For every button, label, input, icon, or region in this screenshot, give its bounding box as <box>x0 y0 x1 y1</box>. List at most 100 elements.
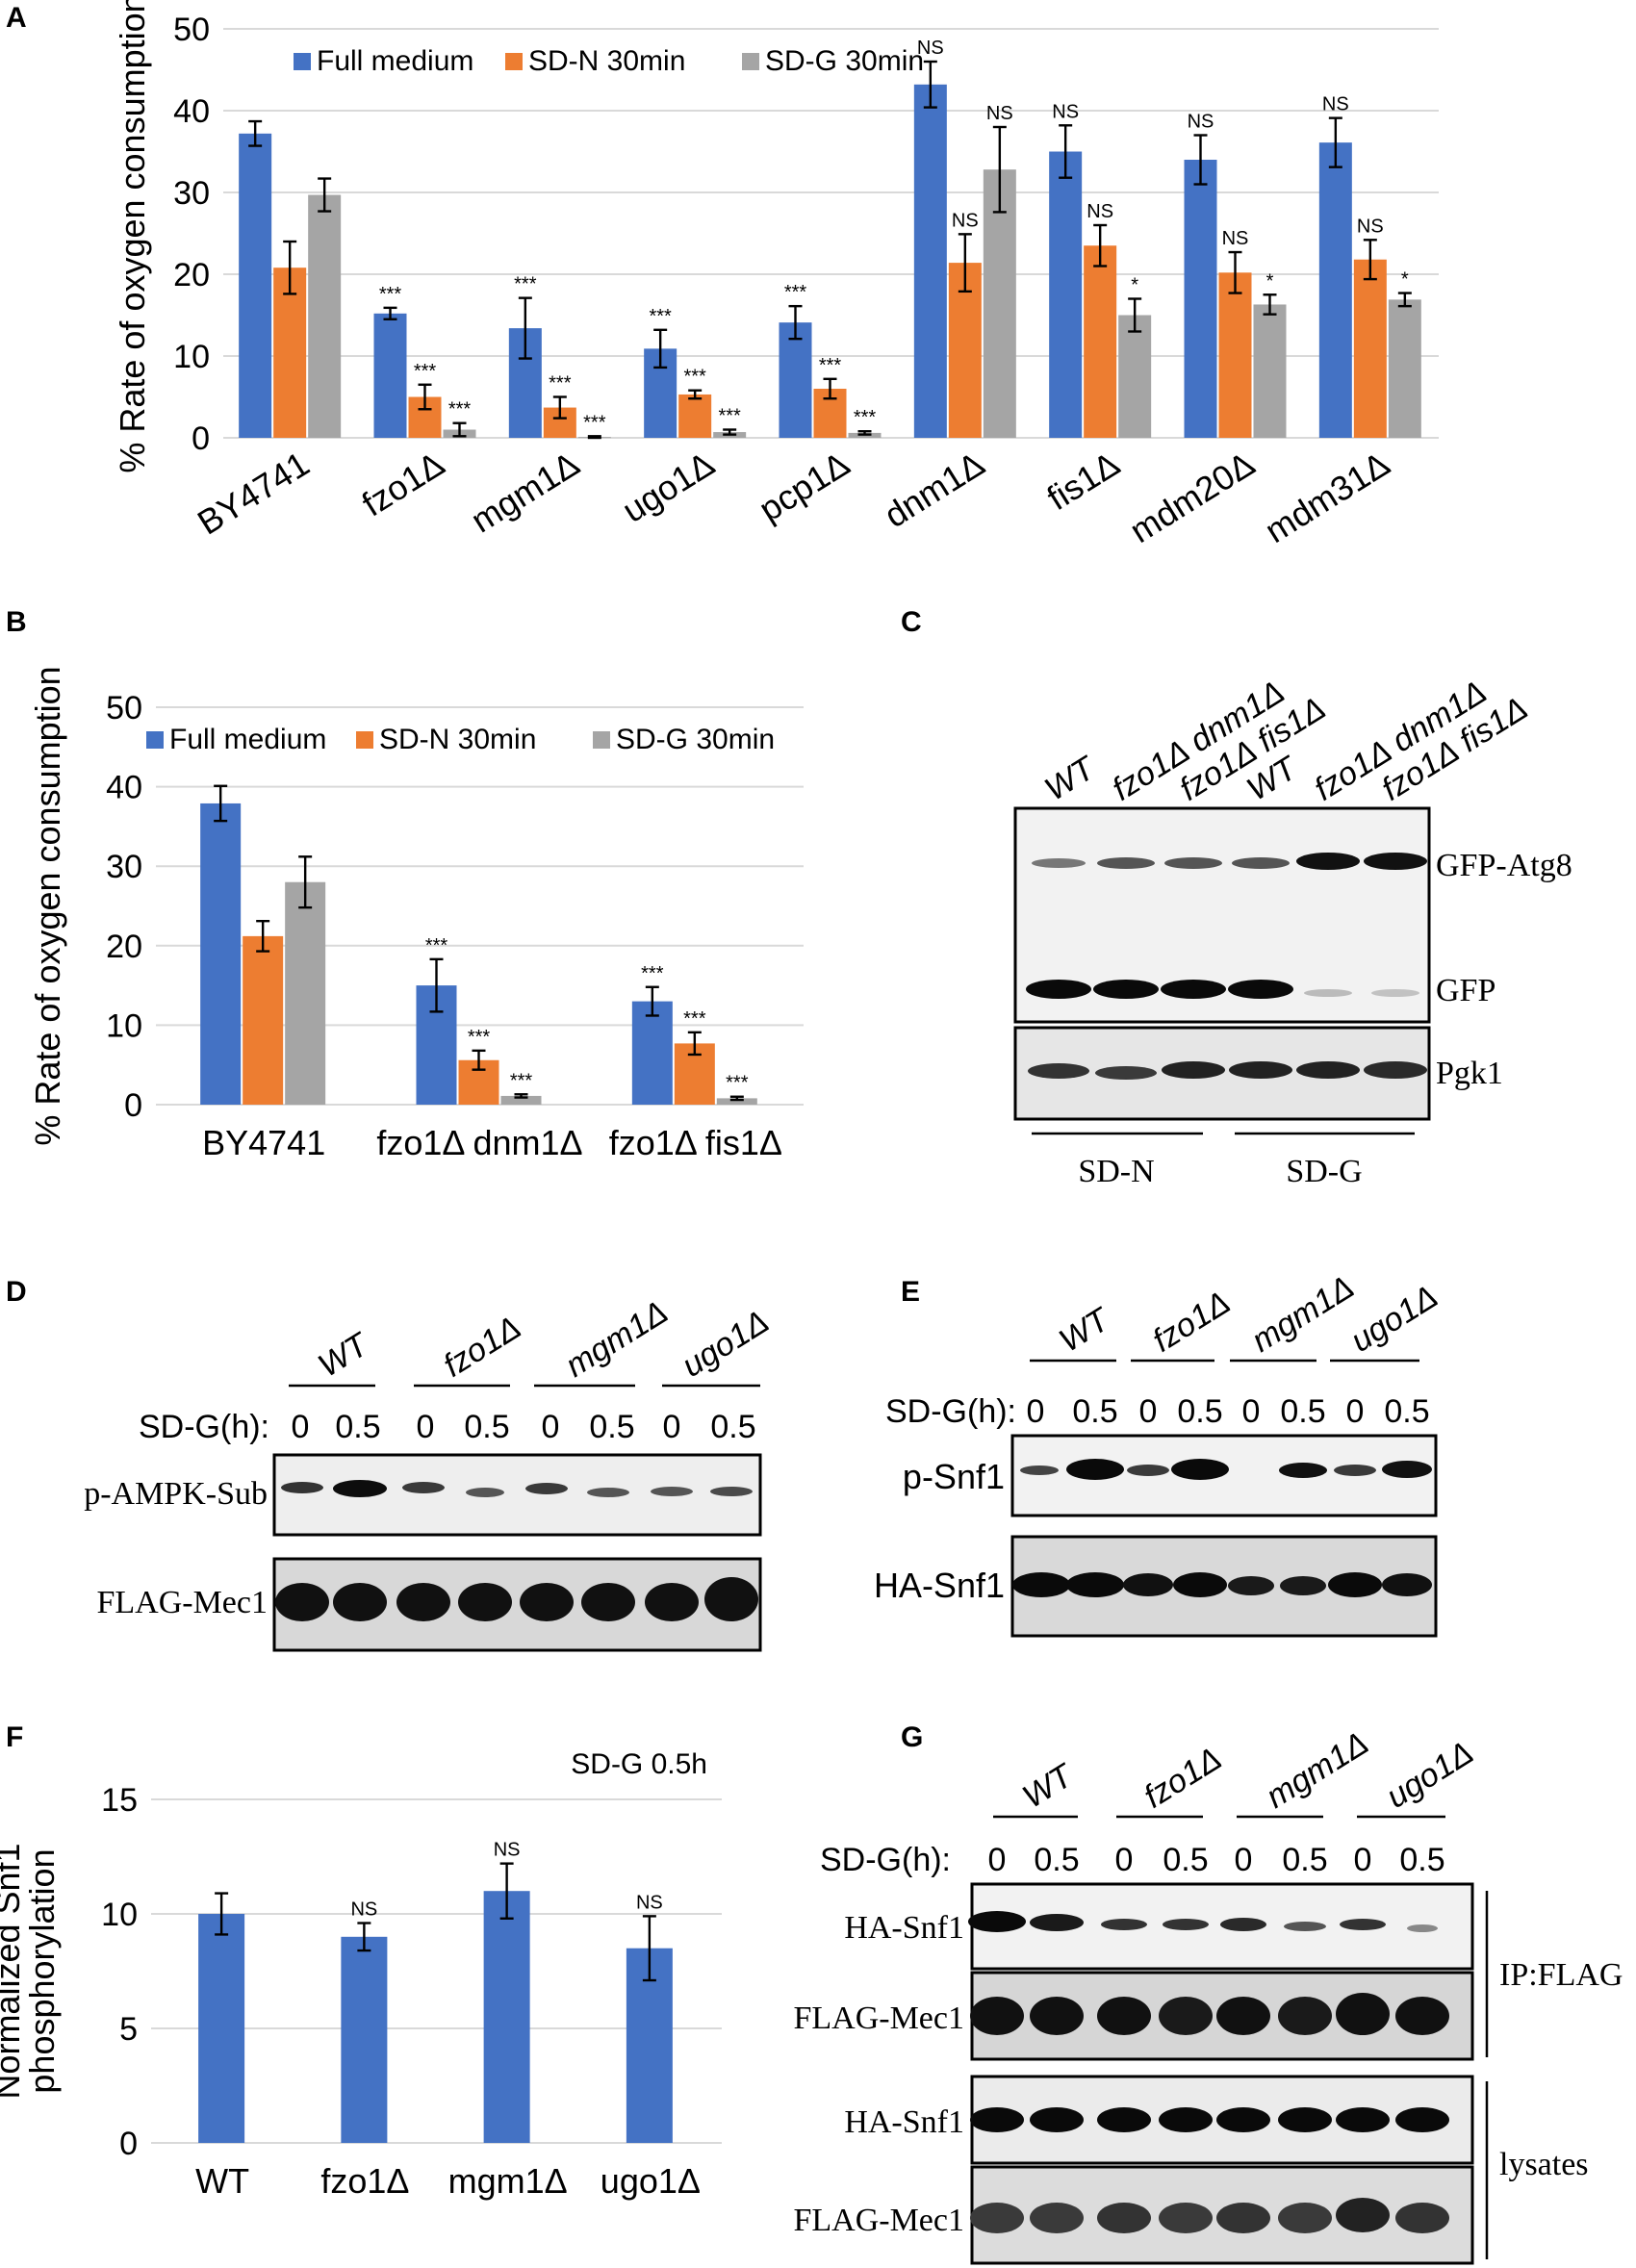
band <box>1278 2203 1332 2233</box>
y-tick-label: 0 <box>124 1087 142 1124</box>
panel-label-a: A <box>6 2 27 34</box>
band <box>1228 980 1293 999</box>
bar <box>341 1936 388 2143</box>
band <box>1278 2107 1332 2132</box>
band <box>1395 2107 1449 2132</box>
significance-label: NS <box>636 1892 663 1913</box>
y-tick-label: 5 <box>119 2011 138 2048</box>
legend-label: SD-G 30min <box>765 45 924 77</box>
time-label: 0.5 <box>335 1409 380 1445</box>
category-label: mdm31Δ <box>1258 444 1396 550</box>
band <box>1336 2198 1390 2232</box>
y-tick-label: 10 <box>101 1897 138 1933</box>
bar <box>308 194 342 438</box>
band <box>1279 1463 1327 1478</box>
legend-swatch <box>146 731 164 749</box>
band <box>333 1480 387 1497</box>
band <box>1340 1919 1386 1930</box>
significance-label: NS <box>952 210 979 231</box>
time-label: 0.5 <box>1163 1842 1208 1878</box>
bar <box>1049 151 1083 438</box>
bar <box>716 1098 757 1105</box>
category-label: fzo1Δ fis1Δ <box>609 1123 782 1162</box>
time-label: 0 <box>1115 1842 1134 1878</box>
band <box>1334 1465 1376 1476</box>
band <box>1030 2107 1084 2132</box>
legend-swatch <box>356 731 373 749</box>
bar <box>198 1914 245 2143</box>
band-label: Pgk1 <box>1436 1056 1503 1091</box>
significance-label: *** <box>425 935 448 956</box>
significance-label: *** <box>468 1027 491 1048</box>
group-label: WT <box>1053 1300 1117 1359</box>
panel-label-c: C <box>901 606 922 638</box>
legend-swatch <box>593 731 610 749</box>
band <box>402 1482 445 1493</box>
band <box>1030 2203 1084 2233</box>
time-label: 0 <box>1354 1842 1372 1878</box>
band <box>1164 857 1222 869</box>
time-label: 0 <box>417 1409 435 1445</box>
time-label: 0.5 <box>1034 1842 1079 1878</box>
band <box>1097 1997 1151 2035</box>
band <box>581 1583 635 1621</box>
significance-label: *** <box>448 399 472 420</box>
chart-annotation: SD-G 0.5h <box>571 1748 707 1780</box>
band <box>968 1911 1026 1932</box>
bar <box>1184 160 1217 438</box>
significance-label: *** <box>583 412 606 433</box>
group-label: ugo1Δ <box>676 1303 776 1384</box>
time-label: 0.5 <box>1177 1393 1222 1430</box>
significance-label: NS <box>494 1840 521 1861</box>
band <box>1097 2107 1151 2132</box>
condition-label: SD-N <box>1078 1154 1154 1189</box>
bar <box>631 1001 673 1105</box>
significance-label: *** <box>379 284 402 305</box>
time-label: 0.5 <box>1072 1393 1117 1430</box>
time-label: 0.5 <box>464 1409 509 1445</box>
band-label: FLAG-Mec1 <box>96 1585 268 1620</box>
group-label: mgm1Δ <box>1245 1268 1361 1359</box>
band <box>275 1583 329 1621</box>
band <box>1278 1997 1332 2035</box>
band-label: GFP <box>1436 973 1495 1008</box>
band <box>1101 1919 1147 1930</box>
group-label: fzo1Δ <box>437 1309 527 1384</box>
significance-label: *** <box>683 367 706 388</box>
band <box>1093 980 1159 999</box>
category-label: mdm20Δ <box>1123 444 1262 550</box>
band <box>525 1483 568 1494</box>
bracket-label: lysates <box>1499 2147 1589 2182</box>
y-tick-label: 20 <box>106 929 142 965</box>
band-label: p-Snf1 <box>903 1457 1005 1496</box>
band <box>1395 2203 1449 2233</box>
significance-label: NS <box>1188 112 1214 133</box>
legend-label: SD-G 30min <box>616 724 775 755</box>
condition-label: SD-G <box>1286 1154 1362 1189</box>
chart-a: 0 10 20 30 40 50 % Rate of oxygen consumption B… <box>113 0 1439 550</box>
band <box>1026 980 1091 999</box>
time-label: 0 <box>292 1409 310 1445</box>
legend-label: SD-N 30min <box>379 724 536 755</box>
significance-label: *** <box>718 406 741 427</box>
category-label: fis1Δ <box>1040 444 1127 518</box>
band-label: FLAG-Mec1 <box>793 2000 964 2036</box>
y-tick-label: 20 <box>173 257 210 293</box>
y-tick-label: 30 <box>106 849 142 885</box>
band <box>1028 1063 1089 1079</box>
group-label: ugo1Δ <box>1344 1278 1444 1359</box>
panel-label-e: E <box>901 1276 920 1308</box>
band <box>1032 858 1086 868</box>
time-label: 0 <box>542 1409 560 1445</box>
panel-label-g: G <box>901 1721 923 1753</box>
legend-label: Full medium <box>317 45 473 77</box>
band <box>466 1488 504 1497</box>
y-axis-label: Normalized Snf1 <box>0 1843 27 2099</box>
band <box>1123 1573 1173 1596</box>
bar <box>1318 142 1352 438</box>
y-axis-label: % Rate of oxygen consumption <box>113 0 152 473</box>
y-tick-label: 10 <box>173 339 210 375</box>
panel-label-f: F <box>6 1721 23 1753</box>
significance-label: *** <box>414 361 437 382</box>
